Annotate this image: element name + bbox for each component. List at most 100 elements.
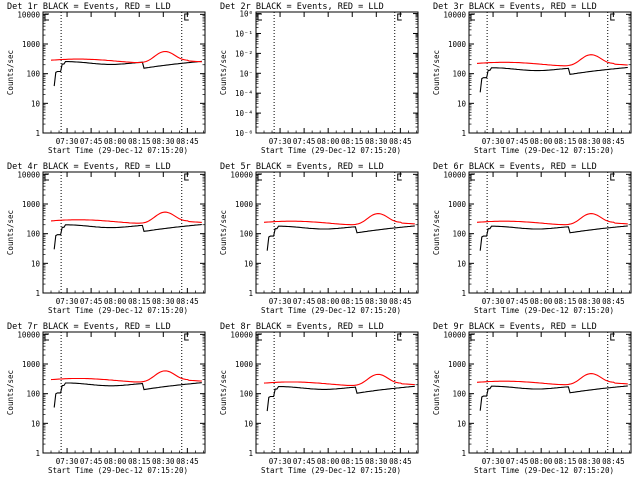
plot-frame: [469, 172, 631, 293]
bracket-marker: [398, 174, 402, 180]
y-tick-label: 100: [452, 70, 466, 79]
chart-panel-7: Det 7r BLACK = Events, RED = LLD Counts/s…: [6, 322, 205, 475]
x-tick-label: 08:30: [578, 137, 601, 146]
events-series-line: [267, 226, 415, 251]
x-tick-label: 08:45: [602, 297, 625, 306]
plot-frame: [43, 12, 205, 133]
y-tick-label: 10000: [17, 170, 40, 179]
x-tick-label: 07:45: [506, 297, 529, 306]
y-tick-label: 100: [26, 70, 40, 79]
x-tick-label: 07:45: [80, 137, 103, 146]
y-tick-label: 1: [35, 449, 40, 458]
events-series-line: [267, 386, 415, 411]
x-tick-label: 08:00: [530, 457, 553, 466]
x-tick-label: 07:45: [80, 297, 103, 306]
x-tick-label: 07:45: [293, 457, 316, 466]
y-tick-label: 1000: [22, 40, 41, 49]
lld-series-line: [477, 214, 628, 225]
y-tick-label: 10: [244, 419, 254, 428]
y-tick-label: 10: [457, 99, 467, 108]
chart-panel-8: Det 8r BLACK = Events, RED = LLD Counts/s…: [219, 322, 418, 475]
x-tick-label: 08:00: [104, 297, 127, 306]
x-tick-label: 08:30: [365, 457, 388, 466]
bracket-marker: [258, 174, 262, 180]
plot-frame: [256, 332, 418, 453]
y-tick-label: 10⁻⁴: [235, 89, 253, 98]
x-tick-label: 08:30: [152, 137, 175, 146]
y-axis-label: Counts/sec: [6, 370, 15, 415]
x-tick-label: 08:45: [176, 457, 199, 466]
x-tick-label: 08:15: [341, 137, 364, 146]
x-tick-label: 08:45: [176, 137, 199, 146]
y-tick-label: 10⁰: [239, 10, 253, 19]
chart-panel-6: Det 6r BLACK = Events, RED = LLDCounts/s…: [432, 162, 631, 315]
lld-series-line: [51, 52, 202, 63]
y-tick-label: 100: [26, 390, 40, 399]
x-axis-label: Start Time (29-Dec-12 07:15:20): [48, 306, 188, 315]
y-tick-label: 100: [26, 230, 40, 239]
x-axis-label: Start Time (29-Dec-12 07:15:20): [261, 146, 401, 155]
lld-series-line: [477, 374, 628, 385]
events-series-line: [54, 61, 202, 86]
bracket-marker: [185, 174, 189, 180]
plot-frame: [469, 12, 631, 133]
x-tick-label: 08:15: [554, 137, 577, 146]
x-axis-label: Start Time (29-Dec-12 07:15:20): [474, 306, 614, 315]
y-tick-label: 10000: [17, 330, 40, 339]
x-tick-label: 07:45: [293, 137, 316, 146]
x-tick-label: 08:30: [365, 297, 388, 306]
y-tick-label: 10⁻⁴: [235, 109, 253, 118]
lld-series-line: [51, 371, 202, 382]
x-tick-label: 07:45: [506, 457, 529, 466]
bracket-marker: [611, 174, 615, 180]
x-tick-label: 08:15: [128, 297, 151, 306]
y-tick-label: 1000: [235, 360, 254, 369]
y-axis-label: Counts/sec: [6, 50, 15, 95]
y-tick-label: 10000: [443, 170, 466, 179]
y-tick-label: 1000: [448, 40, 467, 49]
bracket-marker: [258, 14, 262, 20]
plot-frame: [43, 172, 205, 293]
y-tick-label: 10: [31, 259, 41, 268]
y-tick-label: 10: [31, 419, 41, 428]
y-tick-label: 10000: [230, 330, 253, 339]
y-axis-label: Counts/sec: [219, 50, 228, 95]
x-tick-label: 07:45: [506, 137, 529, 146]
x-tick-label: 08:45: [176, 297, 199, 306]
x-tick-label: 08:30: [578, 297, 601, 306]
y-tick-label: 1000: [22, 360, 41, 369]
y-tick-label: 10000: [443, 10, 466, 19]
x-tick-label: 08:15: [341, 457, 364, 466]
x-axis-label: Start Time (29-Dec-12 07:15:20): [261, 466, 401, 475]
bracket-marker: [611, 334, 615, 340]
x-tick-label: 08:00: [104, 137, 127, 146]
x-tick-label: 08:45: [602, 137, 625, 146]
chart-panel-9: Det 9r BLACK = Events, RED = LLD Counts/s…: [432, 322, 631, 475]
y-tick-label: 10000: [230, 170, 253, 179]
y-axis-label: Counts/sec: [432, 370, 441, 415]
x-tick-label: 08:00: [317, 137, 340, 146]
x-tick-label: 08:00: [317, 297, 340, 306]
bracket-marker: [45, 14, 49, 20]
bracket-marker: [185, 14, 189, 20]
bracket-marker: [611, 14, 615, 20]
y-tick-label: 10: [457, 419, 467, 428]
events-series-line: [54, 383, 202, 408]
events-series-line: [480, 68, 628, 93]
y-tick-label: 1: [35, 129, 40, 138]
x-tick-label: 07:30: [269, 137, 292, 146]
events-series-line: [54, 225, 202, 250]
bracket-marker: [471, 334, 475, 340]
lld-series-line: [51, 212, 202, 223]
bracket-marker: [258, 334, 262, 340]
x-tick-label: 08:15: [341, 297, 364, 306]
y-tick-label: 10⁻⁶: [235, 129, 253, 138]
y-tick-label: 1000: [22, 200, 41, 209]
bracket-marker: [398, 334, 402, 340]
y-axis-label: Counts/sec: [432, 210, 441, 255]
y-tick-label: 100: [239, 390, 253, 399]
x-tick-label: 07:45: [80, 457, 103, 466]
y-tick-label: 1: [248, 449, 253, 458]
x-axis-label: Start Time (29-Dec-12 07:15:20): [474, 146, 614, 155]
y-tick-label: 10: [244, 259, 254, 268]
